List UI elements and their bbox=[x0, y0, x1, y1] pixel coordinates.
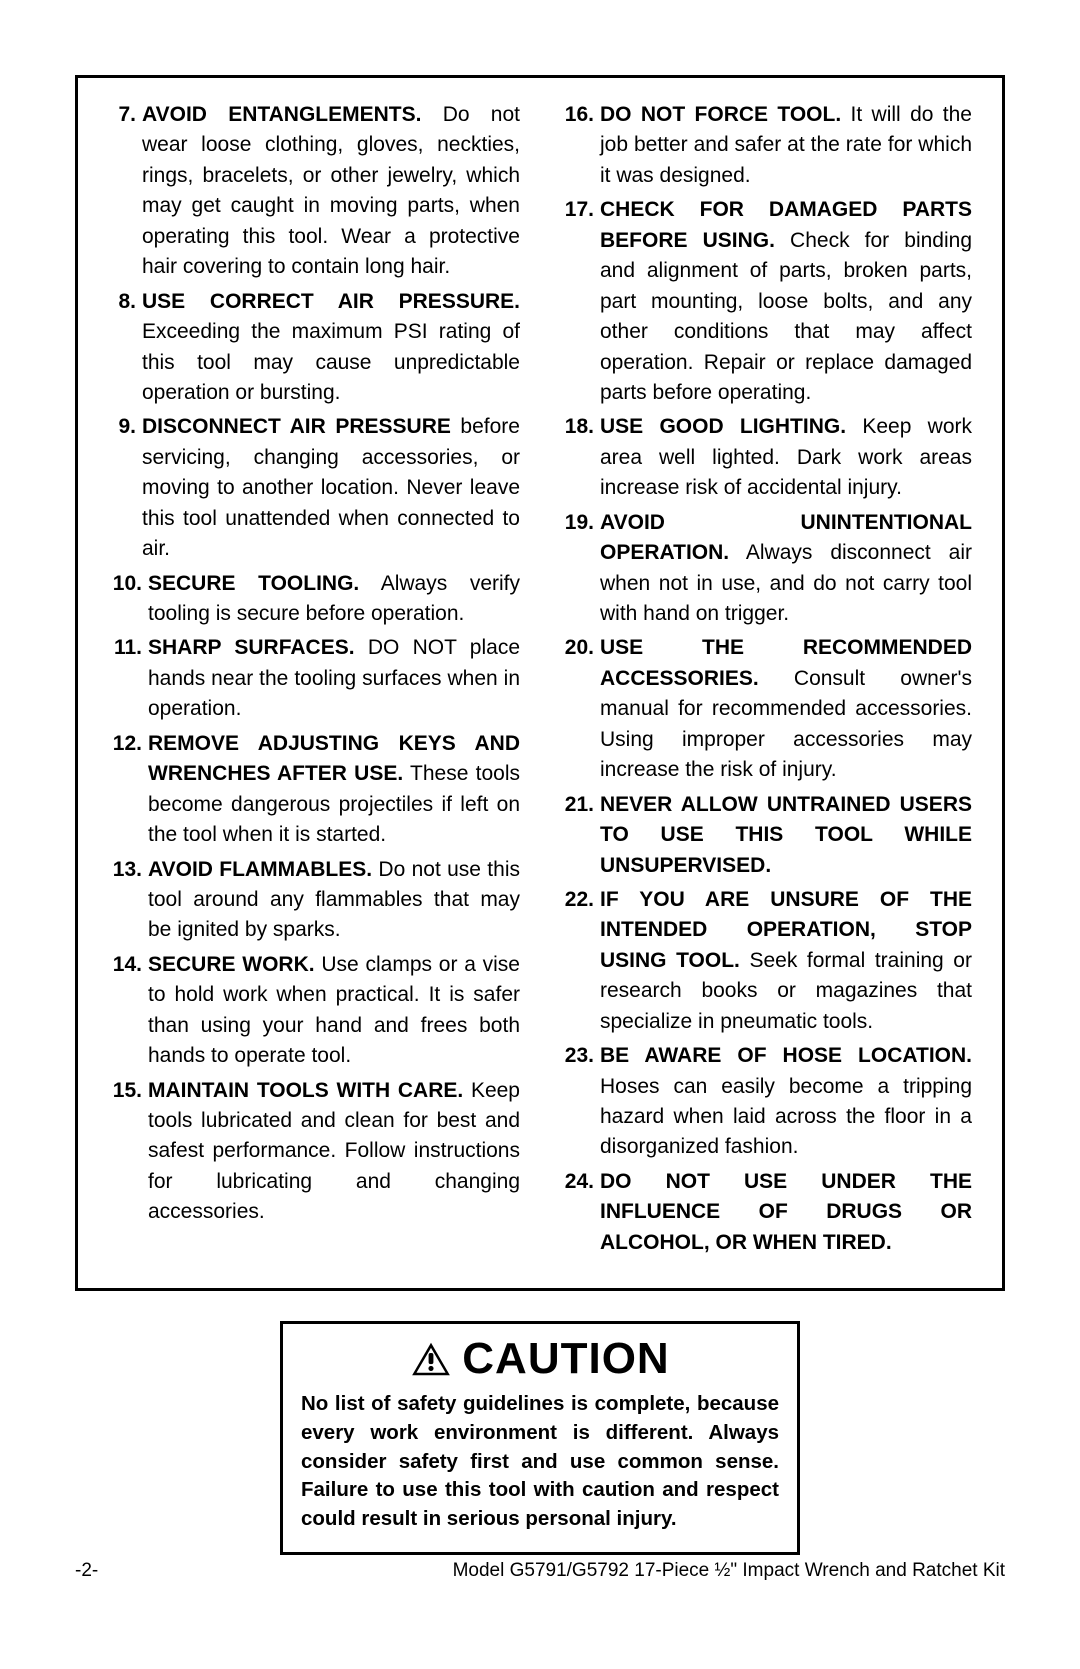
rule-item: 21.NEVER ALLOW UNTRAINED USERS TO USE TH… bbox=[560, 790, 972, 881]
rule-lead: AVOID ENTANGLEMENTS. bbox=[142, 103, 421, 126]
caution-title: CAUTION bbox=[462, 1334, 669, 1384]
rule-item: 8.USE CORRECT AIR PRESSURE. Exceeding th… bbox=[108, 287, 520, 409]
rule-body: REMOVE ADJUSTING KEYS AND WRENCHES AFTER… bbox=[148, 729, 520, 851]
rule-number: 9. bbox=[108, 412, 142, 564]
rule-number: 24. bbox=[560, 1167, 600, 1258]
column-left: 7.AVOID ENTANGLEMENTS. Do not wear loose… bbox=[108, 100, 520, 1262]
rule-number: 8. bbox=[108, 287, 142, 409]
rule-item: 11.SHARP SURFACES. DO NOT place hands ne… bbox=[108, 633, 520, 724]
caution-header: CAUTION bbox=[301, 1334, 779, 1384]
caution-box: CAUTION No list of safety guidelines is … bbox=[280, 1321, 800, 1554]
rule-lead: USE CORRECT AIR PRESSURE. bbox=[142, 290, 520, 313]
rule-body: IF YOU ARE UNSURE OF THE INTENDED OPERAT… bbox=[600, 885, 972, 1037]
rule-body: AVOID FLAMMABLES. Do not use this tool a… bbox=[148, 855, 520, 946]
rule-number: 18. bbox=[560, 412, 600, 503]
page-number: -2- bbox=[75, 1560, 98, 1582]
rule-number: 11. bbox=[108, 633, 148, 724]
rule-number: 13. bbox=[108, 855, 148, 946]
rule-item: 23.BE AWARE OF HOSE LOCATION. Hoses can … bbox=[560, 1041, 972, 1163]
rule-body: AVOID UNINTENTIONAL OPERATION. Always di… bbox=[600, 508, 972, 630]
rule-body: DISCONNECT AIR PRESSURE before servicing… bbox=[142, 412, 520, 564]
rule-lead: NEVER ALLOW UNTRAINED USERS TO USE THIS … bbox=[600, 793, 972, 877]
rule-rest: Check for binding and alignment of parts… bbox=[600, 229, 972, 404]
rule-number: 19. bbox=[560, 508, 600, 630]
rule-lead: DO NOT USE UNDER THE INFLUENCE OF DRUGS … bbox=[600, 1170, 972, 1254]
rule-rest: Hoses can easily become a tripping hazar… bbox=[600, 1075, 972, 1159]
rule-lead: SECURE TOOLING. bbox=[148, 572, 359, 595]
rule-body: DO NOT USE UNDER THE INFLUENCE OF DRUGS … bbox=[600, 1167, 972, 1258]
model-line: Model G5791/G5792 17-Piece ½" Impact Wre… bbox=[453, 1560, 1005, 1582]
rule-body: SHARP SURFACES. DO NOT place hands near … bbox=[148, 633, 520, 724]
rule-item: 14.SECURE WORK. Use clamps or a vise to … bbox=[108, 950, 520, 1072]
rule-lead: DO NOT FORCE TOOL. bbox=[600, 103, 841, 126]
rule-body: SECURE TOOLING. Always verify tooling is… bbox=[148, 569, 520, 630]
rule-body: USE GOOD LIGHTING. Keep work area well l… bbox=[600, 412, 972, 503]
rule-item: 16.DO NOT FORCE TOOL. It will do the job… bbox=[560, 100, 972, 191]
rule-lead: USE GOOD LIGHTING. bbox=[600, 415, 846, 438]
rule-body: AVOID ENTANGLEMENTS. Do not wear loose c… bbox=[142, 100, 520, 283]
rule-item: 7.AVOID ENTANGLEMENTS. Do not wear loose… bbox=[108, 100, 520, 283]
rule-item: 10.SECURE TOOLING. Always verify tooling… bbox=[108, 569, 520, 630]
rule-number: 22. bbox=[560, 885, 600, 1037]
caution-body: No list of safety guidelines is complete… bbox=[301, 1390, 779, 1533]
rule-lead: BE AWARE OF HOSE LOCATION. bbox=[600, 1044, 972, 1067]
warning-icon bbox=[410, 1341, 452, 1377]
rule-number: 17. bbox=[560, 195, 600, 408]
rule-item: 19.AVOID UNINTENTIONAL OPERATION. Always… bbox=[560, 508, 972, 630]
rule-item: 13.AVOID FLAMMABLES. Do not use this too… bbox=[108, 855, 520, 946]
rule-lead: SECURE WORK. bbox=[148, 953, 315, 976]
rule-lead: DISCONNECT AIR PRESSURE bbox=[142, 415, 451, 438]
rule-item: 12.REMOVE ADJUSTING KEYS AND WRENCHES AF… bbox=[108, 729, 520, 851]
rule-item: 22.IF YOU ARE UNSURE OF THE INTENDED OPE… bbox=[560, 885, 972, 1037]
rule-number: 10. bbox=[108, 569, 148, 630]
rule-body: BE AWARE OF HOSE LOCATION. Hoses can eas… bbox=[600, 1041, 972, 1163]
rule-body: USE THE RECOMMENDED ACCESSORIES. Consult… bbox=[600, 633, 972, 785]
rule-item: 15.MAINTAIN TOOLS WITH CARE. Keep tools … bbox=[108, 1076, 520, 1228]
rule-body: MAINTAIN TOOLS WITH CARE. Keep tools lub… bbox=[148, 1076, 520, 1228]
rule-number: 15. bbox=[108, 1076, 148, 1228]
rule-number: 12. bbox=[108, 729, 148, 851]
rule-lead: MAINTAIN TOOLS WITH CARE. bbox=[148, 1079, 463, 1102]
rule-item: 9.DISCONNECT AIR PRESSURE before servici… bbox=[108, 412, 520, 564]
rule-rest: Do not wear loose clothing, gloves, neck… bbox=[142, 103, 520, 278]
rule-item: 17.CHECK FOR DAMAGED PARTS BEFORE USING.… bbox=[560, 195, 972, 408]
rule-number: 16. bbox=[560, 100, 600, 191]
rule-number: 21. bbox=[560, 790, 600, 881]
rule-number: 7. bbox=[108, 100, 142, 283]
column-right: 16.DO NOT FORCE TOOL. It will do the job… bbox=[560, 100, 972, 1262]
rule-number: 14. bbox=[108, 950, 148, 1072]
rule-item: 24.DO NOT USE UNDER THE INFLUENCE OF DRU… bbox=[560, 1167, 972, 1258]
columns: 7.AVOID ENTANGLEMENTS. Do not wear loose… bbox=[108, 100, 972, 1262]
rule-number: 20. bbox=[560, 633, 600, 785]
rule-item: 18.USE GOOD LIGHTING. Keep work area wel… bbox=[560, 412, 972, 503]
page: 7.AVOID ENTANGLEMENTS. Do not wear loose… bbox=[75, 75, 1005, 1555]
rule-lead: SHARP SURFACES. bbox=[148, 636, 355, 659]
rule-rest: Exceeding the maximum PSI rating of this… bbox=[142, 320, 520, 404]
rule-item: 20.USE THE RECOMMENDED ACCESSORIES. Cons… bbox=[560, 633, 972, 785]
page-footer: -2- Model G5791/G5792 17-Piece ½" Impact… bbox=[75, 1560, 1005, 1582]
safety-rules-box: 7.AVOID ENTANGLEMENTS. Do not wear loose… bbox=[75, 75, 1005, 1291]
rule-body: NEVER ALLOW UNTRAINED USERS TO USE THIS … bbox=[600, 790, 972, 881]
rule-body: CHECK FOR DAMAGED PARTS BEFORE USING. Ch… bbox=[600, 195, 972, 408]
rule-body: DO NOT FORCE TOOL. It will do the job be… bbox=[600, 100, 972, 191]
rule-number: 23. bbox=[560, 1041, 600, 1163]
rule-body: SECURE WORK. Use clamps or a vise to hol… bbox=[148, 950, 520, 1072]
rule-body: USE CORRECT AIR PRESSURE. Exceeding the … bbox=[142, 287, 520, 409]
rule-lead: AVOID FLAMMABLES. bbox=[148, 858, 372, 881]
